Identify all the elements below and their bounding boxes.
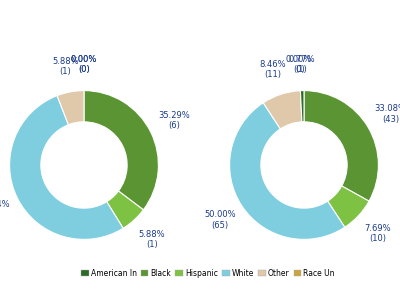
Text: 0.00%
(0): 0.00% (0)	[286, 55, 312, 74]
Text: 0.00%
(0): 0.00% (0)	[71, 55, 97, 74]
Wedge shape	[304, 91, 378, 201]
Text: 5.88%
(1): 5.88% (1)	[138, 230, 165, 249]
Text: 50.00%
(65): 50.00% (65)	[204, 210, 236, 230]
Text: 8.46%
(11): 8.46% (11)	[260, 60, 286, 79]
Text: City College-Gainesville Student Population By Race/Ethnicity: City College-Gainesville Student Populat…	[16, 19, 296, 28]
Wedge shape	[84, 91, 158, 210]
Wedge shape	[10, 96, 123, 239]
Text: 0.77%
(1): 0.77% (1)	[288, 55, 315, 74]
Text: 7.69%
(10): 7.69% (10)	[364, 224, 391, 243]
Legend: American In, Black, Hispanic, White, Other, Race Un: American In, Black, Hispanic, White, Oth…	[78, 266, 338, 281]
Wedge shape	[107, 191, 143, 228]
Text: 33.08%
(43): 33.08% (43)	[374, 104, 400, 124]
Wedge shape	[57, 91, 84, 125]
Text: 52.94%
(9): 52.94% (9)	[0, 200, 10, 220]
Text: 5.88%
(1): 5.88% (1)	[52, 57, 79, 76]
Wedge shape	[230, 103, 345, 239]
Wedge shape	[263, 91, 302, 129]
Text: Total Enrollment: 45 (Academic Year 2022-2023): Total Enrollment: 45 (Academic Year 2022…	[16, 61, 336, 75]
Wedge shape	[300, 91, 304, 122]
Text: 35.29%
(6): 35.29% (6)	[158, 110, 190, 130]
Text: 0.00%
(0): 0.00% (0)	[71, 55, 97, 74]
Wedge shape	[328, 186, 369, 227]
